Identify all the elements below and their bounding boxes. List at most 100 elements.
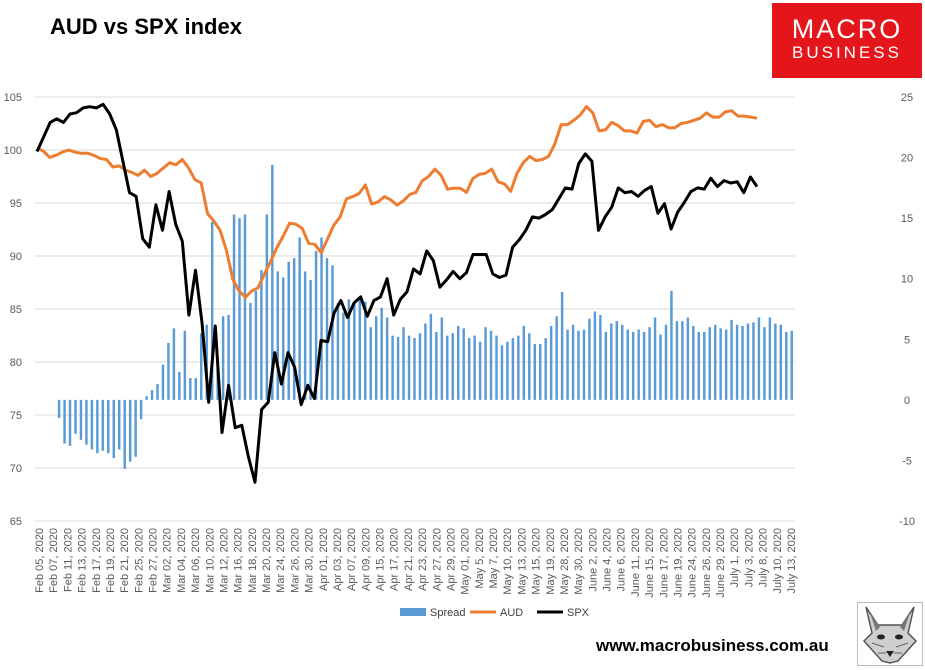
- spread-bar: [380, 307, 383, 400]
- x-axis-tick-label: May 19, 2020: [545, 528, 557, 595]
- spread-bar: [500, 345, 504, 400]
- x-axis-tick-label: Apr 17, 2020: [389, 528, 401, 591]
- spread-bar: [221, 316, 225, 400]
- legend-swatch-spread: [400, 608, 426, 616]
- x-axis-tick-label: June 24, 2020: [687, 528, 699, 598]
- right-axis-ticks: -10 -5 0 5 10 15 20 25: [899, 92, 915, 528]
- x-axis-tick-label: Feb 27, 2020: [148, 528, 160, 593]
- spread-bar: [243, 214, 247, 400]
- x-axis-tick-label: Mar 06, 2020: [190, 528, 202, 593]
- x-axis-tick-label: June 11, 2020: [630, 528, 642, 597]
- legend: Spread AUD SPX: [400, 607, 590, 619]
- spread-bar: [489, 330, 493, 400]
- x-axis-tick-label: Feb 25, 2020: [133, 528, 145, 593]
- spread-bar: [314, 250, 318, 400]
- x-axis-tick-label: June 4, 2020: [602, 528, 614, 592]
- right-axis-tick-label: -10: [899, 516, 915, 528]
- x-axis-tick-label: June 15, 2020: [644, 528, 656, 598]
- spread-bar: [528, 333, 531, 400]
- x-axis-tick-label: Feb 05, 2020: [34, 528, 46, 593]
- spread-bar: [664, 324, 668, 400]
- spread-bar: [112, 399, 115, 459]
- spread-bar: [446, 335, 449, 400]
- spread-bar: [440, 317, 444, 400]
- x-axis-tick-label: Mar 24, 2020: [275, 528, 287, 593]
- left-axis-tick-label: 90: [10, 251, 22, 263]
- spread-bar: [167, 342, 170, 400]
- x-axis-tick-label: Apr 29, 2020: [445, 528, 457, 591]
- x-axis-tick-label: May 01, 2020: [460, 528, 472, 595]
- x-axis-tick-label: June 19, 2020: [672, 528, 684, 598]
- spread-bar: [407, 335, 411, 400]
- spread-bar: [74, 399, 77, 434]
- spread-bar: [232, 214, 236, 400]
- spread-bar: [659, 334, 662, 400]
- right-axis-tick-label: -5: [902, 455, 912, 467]
- macro-business-logo: MACRO BUSINESS: [772, 3, 922, 78]
- spx-line: [35, 102, 759, 484]
- x-axis-tick-label: Apr 09, 2020: [360, 528, 372, 591]
- spread-bar: [763, 327, 766, 400]
- spread-bar: [123, 399, 126, 469]
- spread-bar: [686, 317, 690, 400]
- spread-bar: [342, 312, 345, 400]
- spread-bar: [183, 330, 187, 400]
- left-axis-tick-label: 105: [4, 92, 22, 104]
- x-axis-tick-label: Apr 03, 2020: [332, 528, 344, 591]
- x-axis-tick-label: Mar 20, 2020: [261, 528, 273, 593]
- right-axis-tick-label: 15: [901, 213, 913, 225]
- right-axis-tick-label: 25: [901, 92, 913, 104]
- spread-bar: [626, 329, 629, 400]
- spread-bar: [178, 371, 181, 400]
- spread-bar: [79, 399, 83, 440]
- spread-bar: [735, 324, 739, 400]
- spread-bar: [309, 279, 312, 400]
- x-axis-tick-label: Mar 10, 2020: [204, 528, 216, 593]
- spread-bar: [128, 399, 132, 462]
- spread-bar: [189, 378, 192, 400]
- x-axis-tick-label: July 8, 2020: [758, 528, 770, 587]
- x-axis-tick-label: June 6, 2020: [616, 528, 628, 592]
- spread-bar: [364, 301, 367, 400]
- spread-bar: [134, 399, 137, 457]
- x-axis-tick-label: Feb 19, 2020: [105, 528, 117, 593]
- spread-bar: [539, 344, 542, 400]
- spread-bar: [478, 341, 482, 400]
- spread-bar: [282, 277, 285, 400]
- spread-bar: [703, 332, 706, 400]
- left-axis-tick-label: 85: [10, 304, 22, 316]
- spread-bar: [265, 214, 269, 400]
- spread-bars: [57, 164, 793, 469]
- spread-bar: [746, 323, 750, 400]
- spread-bar: [615, 321, 619, 400]
- spread-bar: [533, 344, 536, 400]
- left-axis-tick-label: 70: [10, 463, 22, 475]
- spread-bar: [260, 270, 263, 400]
- series-lines: [35, 102, 759, 484]
- spread-bar: [549, 325, 553, 400]
- x-axis-tick-label: May 10, 2020: [502, 528, 514, 595]
- spread-bar: [675, 321, 679, 400]
- spread-bar: [779, 324, 783, 400]
- x-axis-tick-label: Mar 02, 2020: [162, 528, 174, 593]
- spread-bar: [642, 332, 646, 400]
- spread-bar: [292, 258, 296, 400]
- legend-label-spx: SPX: [567, 607, 590, 619]
- spread-bar: [577, 330, 580, 400]
- spread-bar: [768, 317, 772, 400]
- x-axis-tick-label: May 7, 2020: [488, 528, 500, 589]
- spread-bar: [276, 271, 280, 400]
- spread-bar: [303, 271, 307, 400]
- x-axis-tick-label: Apr 07, 2020: [346, 528, 358, 591]
- spread-bar: [172, 328, 176, 400]
- spread-bar: [336, 302, 340, 400]
- chart-title: AUD vs SPX index: [50, 14, 242, 39]
- x-axis-tick-label: July 10, 2020: [772, 528, 784, 593]
- x-axis-tick-label: Apr 27, 2020: [431, 528, 443, 591]
- spread-bar: [544, 338, 547, 400]
- spread-bar: [484, 327, 487, 400]
- spread-bar: [101, 399, 105, 451]
- spread-bar: [161, 364, 165, 400]
- spread-bar: [560, 292, 564, 400]
- spread-bar: [402, 327, 405, 400]
